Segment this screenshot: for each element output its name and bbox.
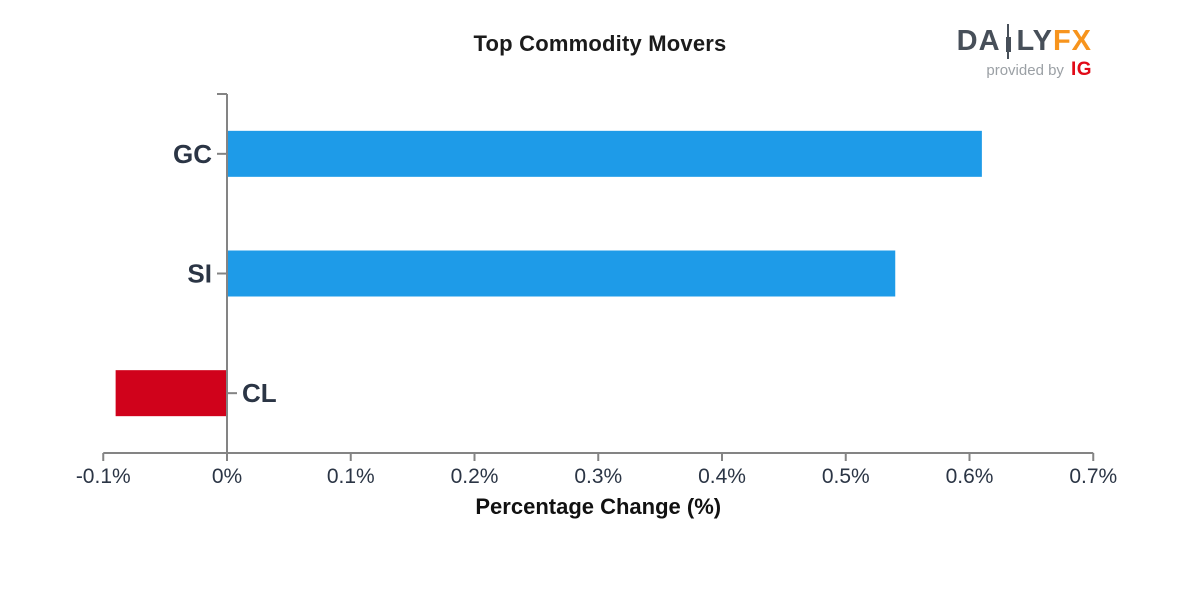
x-axis-title: Percentage Change (%) (475, 494, 721, 519)
logo-text-fx: FX (1052, 25, 1092, 57)
provided-by-text: provided by (986, 62, 1064, 79)
x-tick-label: 0.6% (946, 465, 994, 488)
dailyfx-logo: DA LY FX provided by IG (956, 23, 1092, 81)
logo-text-ly: LY (1016, 25, 1053, 57)
category-label-SI: SI (187, 259, 212, 289)
bar-GC (227, 130, 982, 177)
x-tick-label: 0.4% (698, 465, 746, 488)
x-tick-label: 0% (212, 465, 242, 488)
x-tick-label: 0.2% (451, 465, 499, 488)
category-label-CL: CL (242, 378, 277, 408)
dailyfx-wordmark: DA LY FX (956, 23, 1092, 59)
x-tick-label: -0.1% (76, 465, 131, 488)
x-tick-label: 0.7% (1069, 465, 1117, 488)
chart-title: Top Commodity Movers (473, 31, 727, 56)
bar-CL (115, 370, 227, 417)
logo-text-da: DA (956, 25, 1001, 57)
candlestick-icon (1004, 23, 1013, 59)
x-tick-label: 0.1% (327, 465, 375, 488)
x-tick-label: 0.5% (822, 465, 870, 488)
logo-tagline: provided by IG (957, 59, 1092, 81)
x-tick-label: 0.3% (574, 465, 622, 488)
bar-SI (227, 250, 896, 297)
category-label-GC: GC (173, 139, 212, 169)
ig-logo: IG (1070, 59, 1092, 80)
